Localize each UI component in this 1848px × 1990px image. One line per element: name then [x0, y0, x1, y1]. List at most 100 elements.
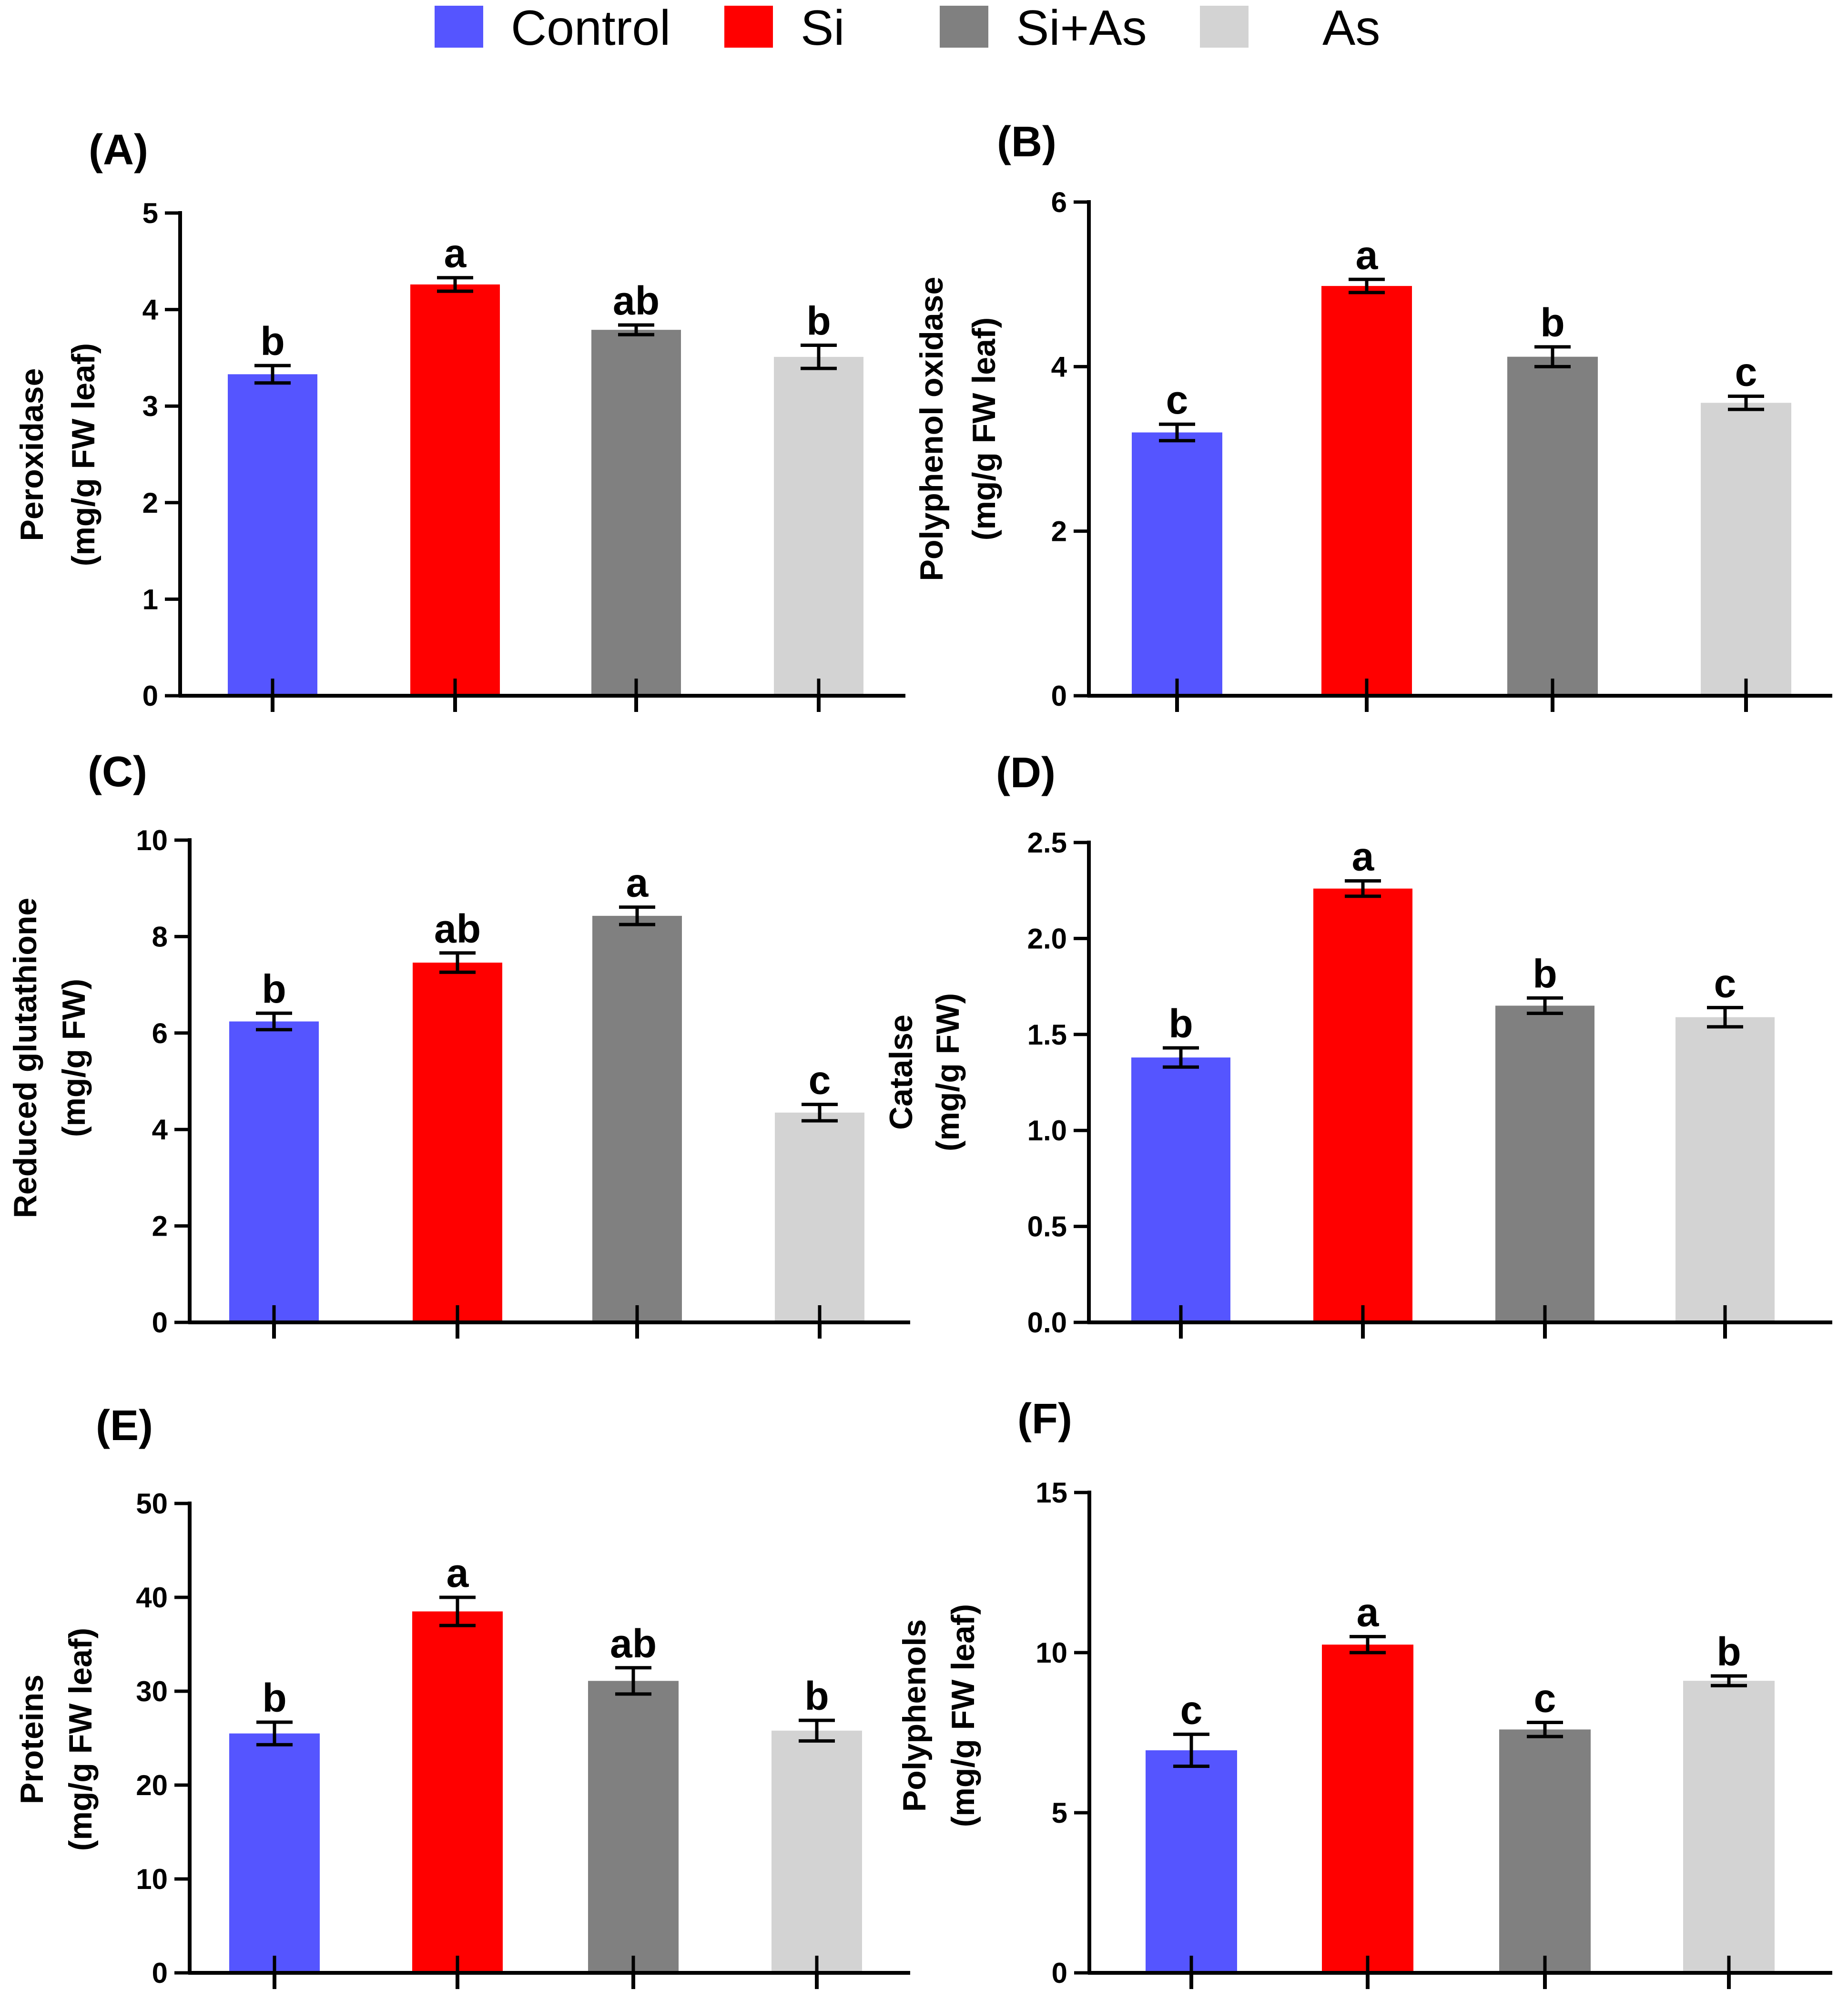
error-bar — [1350, 1635, 1386, 1655]
bar-control — [229, 1021, 319, 1322]
bars — [1146, 1645, 1775, 1973]
error-bar — [1159, 422, 1195, 443]
significance-label: b — [804, 1674, 829, 1718]
error-bar — [439, 1595, 476, 1627]
y-axis-label-line: Reduced glutathione — [7, 898, 43, 1218]
y-tick-label: 6 — [1051, 186, 1067, 218]
significance-label: b — [262, 966, 286, 1011]
panel-d: (D) Catalse (mg/g FW) b a b c 0.0 0.5 1.0 1.5 2.0 2.… — [883, 749, 1832, 1339]
panel-f: (F) Polyphenols (mg/g FW leaf) c a c b 0 5 10 15 — [896, 1395, 1832, 1989]
error-bar — [1173, 1732, 1209, 1768]
error-bar — [1527, 1720, 1563, 1738]
legend-swatch — [1200, 6, 1249, 48]
y-axis-label: Peroxidase (mg/g FW leaf) — [14, 343, 102, 566]
significance-label: c — [1714, 961, 1736, 1005]
panel-label: (F) — [1017, 1395, 1072, 1443]
y-axis-label-line: Proteins — [14, 1675, 50, 1804]
panel-label: (E) — [96, 1402, 153, 1450]
error-bar — [619, 905, 655, 926]
y-tick-label: 4 — [1051, 351, 1067, 383]
bar-si-as — [1495, 1005, 1594, 1322]
bar-si-as — [592, 915, 682, 1322]
y-tick-label: 10 — [136, 1863, 168, 1895]
y-tick-label: 6 — [152, 1017, 168, 1049]
significance-label: a — [444, 231, 467, 276]
legend-label: Si — [801, 0, 844, 56]
error-bars — [1173, 1635, 1747, 1768]
y-tick-label: 10 — [1036, 1637, 1067, 1669]
y-tick-label: 10 — [136, 824, 168, 856]
legend-item-si-as: Si+As — [940, 0, 1147, 56]
bar-control — [1146, 1750, 1237, 1973]
y-tick-label: 3 — [142, 390, 158, 422]
bar-si — [413, 963, 502, 1322]
bars — [228, 284, 863, 696]
axes: 0 2 4 6 — [1051, 186, 1832, 712]
legend-swatch — [940, 6, 988, 48]
bar-control — [1131, 1057, 1230, 1322]
bar-si-as — [1499, 1729, 1591, 1973]
y-tick-label: 4 — [152, 1114, 168, 1146]
y-tick-label: 2 — [152, 1210, 168, 1242]
panel-a: (A) Peroxidase (mg/g FW leaf) b a ab b 0 1 2 3 4 5 — [14, 126, 905, 712]
significance-labels: b a b c — [1168, 834, 1736, 1046]
bar-si — [410, 284, 500, 696]
significance-label: a — [626, 861, 649, 905]
y-tick-label: 1.0 — [1027, 1115, 1067, 1147]
y-axis-label-line: Peroxidase — [14, 368, 50, 541]
significance-label: a — [1357, 1590, 1380, 1635]
bar-si-as — [591, 330, 681, 696]
error-bar — [802, 1103, 838, 1123]
significance-labels: c a b c — [1166, 233, 1757, 422]
significance-label: a — [1356, 233, 1379, 277]
significance-label: c — [809, 1058, 831, 1103]
legend-label: Si+As — [1016, 0, 1147, 56]
y-axis-label-line: (mg/g FW) — [930, 993, 966, 1151]
significance-label: c — [1735, 349, 1757, 394]
bar-as — [1701, 403, 1791, 696]
error-bar — [1707, 1005, 1743, 1029]
error-bar — [1711, 1674, 1747, 1687]
y-tick-label: 40 — [136, 1582, 168, 1614]
bars — [1132, 286, 1791, 696]
y-axis-label-line: (mg/g FW leaf) — [945, 1604, 981, 1827]
bars — [229, 915, 864, 1322]
y-axis-label-line: (mg/g FW) — [56, 979, 92, 1137]
error-bars — [256, 905, 838, 1123]
bar-si-as — [1507, 356, 1598, 696]
y-axis-label: Polyphenol oxidase (mg/g FW leaf) — [914, 277, 1002, 581]
legend-label: As — [1322, 0, 1380, 56]
bar-as — [1683, 1681, 1775, 1973]
significance-label: b — [262, 1675, 286, 1720]
y-axis-label-line: (mg/g FW leaf) — [62, 1628, 99, 1851]
y-tick-label: 2.0 — [1027, 923, 1067, 954]
y-tick-label: 0 — [152, 1307, 168, 1339]
y-tick-label: 4 — [142, 294, 159, 326]
significance-label: b — [1168, 1001, 1193, 1046]
bar-as — [775, 1112, 864, 1322]
significance-label: b — [260, 319, 284, 364]
panel-c: (C) Reduced glutathione (mg/g FW) b ab a c 0 2 4 6… — [7, 748, 910, 1339]
significance-label: c — [1534, 1675, 1556, 1720]
bar-as — [774, 356, 863, 696]
error-bars — [1159, 277, 1764, 443]
panel-label: (D) — [996, 749, 1056, 797]
bar-control — [228, 374, 317, 696]
significance-label: ab — [434, 906, 481, 951]
legend-swatch — [724, 6, 773, 48]
significance-labels: b ab a c — [262, 861, 831, 1103]
legend-item-si: Si — [724, 0, 844, 56]
axes: 0 2 4 6 8 10 — [136, 824, 910, 1339]
y-tick-label: 1.5 — [1027, 1019, 1067, 1051]
y-tick-label: 50 — [136, 1488, 168, 1520]
significance-label: b — [806, 299, 831, 344]
significance-label: a — [447, 1551, 469, 1595]
significance-labels: b a ab b — [262, 1551, 829, 1720]
bar-si — [1322, 1645, 1413, 1973]
error-bar — [618, 323, 654, 336]
error-bars — [1163, 879, 1743, 1069]
error-bars — [256, 1595, 835, 1746]
bars — [229, 1611, 862, 1973]
